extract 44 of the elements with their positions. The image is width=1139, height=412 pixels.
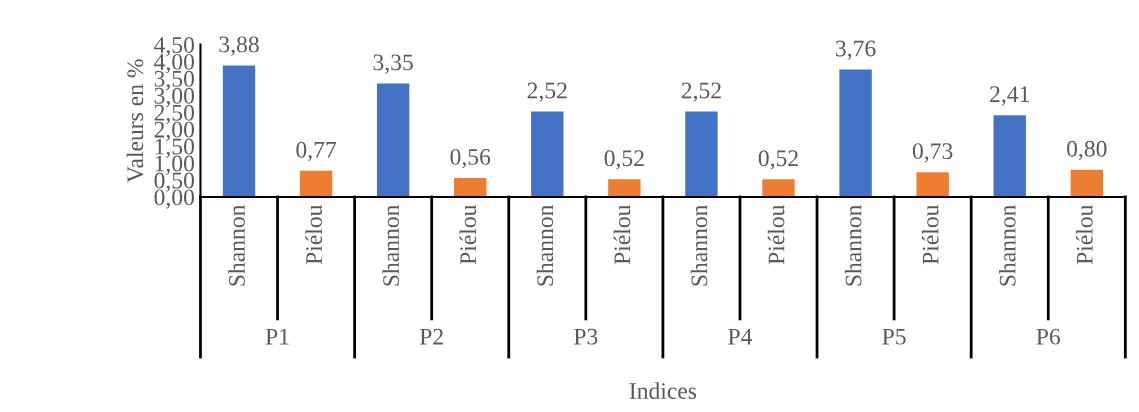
- data-label: 0,52: [758, 150, 798, 170]
- bar: [608, 179, 641, 197]
- x-axis-title: Indices: [629, 382, 697, 399]
- y-axis-title: Valeurs en %: [126, 59, 144, 183]
- x-tick-label: Shannon: [999, 204, 1016, 286]
- data-label: 3,35: [373, 54, 413, 74]
- text: P6: [1036, 328, 1061, 345]
- x-tick-label: Shannon: [844, 204, 862, 286]
- data-label: 2,52: [681, 82, 721, 102]
- bar: [376, 83, 410, 197]
- data-label: 0,73: [912, 143, 953, 163]
- text: P2: [419, 328, 443, 345]
- bar: [916, 172, 949, 197]
- x-tick-label: Piélou: [921, 204, 939, 265]
- data-label: 0,56: [450, 148, 491, 169]
- bar: [993, 115, 1026, 197]
- data-label: 2,52: [527, 82, 567, 102]
- data-label: 0,80: [1067, 140, 1107, 161]
- data-label: 0,52: [604, 150, 644, 170]
- x-tick-label: Piélou: [613, 204, 631, 265]
- text: P3: [574, 328, 598, 345]
- bar: [762, 179, 795, 197]
- data-label: 0,77: [296, 141, 337, 162]
- data-label: 3,88: [219, 36, 259, 56]
- x-tick-label: Piélou: [767, 204, 785, 265]
- bar: [299, 170, 333, 197]
- text: P1: [265, 328, 289, 345]
- data-label: 3,76: [836, 40, 876, 60]
- bar: [839, 69, 872, 197]
- x-tick-label: Shannon: [228, 204, 245, 286]
- x-tick-label: Piélou: [305, 204, 322, 265]
- x-tick-label: Shannon: [536, 204, 554, 286]
- x-tick-label: Piélou: [1076, 204, 1093, 265]
- text: P4: [728, 328, 753, 345]
- data-label: 2,41: [990, 86, 1029, 106]
- bar: [1070, 169, 1103, 197]
- x-tick-label: Piélou: [459, 204, 477, 265]
- x-tick-label: Shannon: [382, 204, 400, 286]
- bar: [531, 111, 564, 197]
- x-tick-label: Shannon: [690, 204, 708, 286]
- text: P5: [882, 328, 906, 345]
- bar: [222, 65, 256, 197]
- bar: [685, 111, 718, 197]
- bar: [454, 177, 487, 197]
